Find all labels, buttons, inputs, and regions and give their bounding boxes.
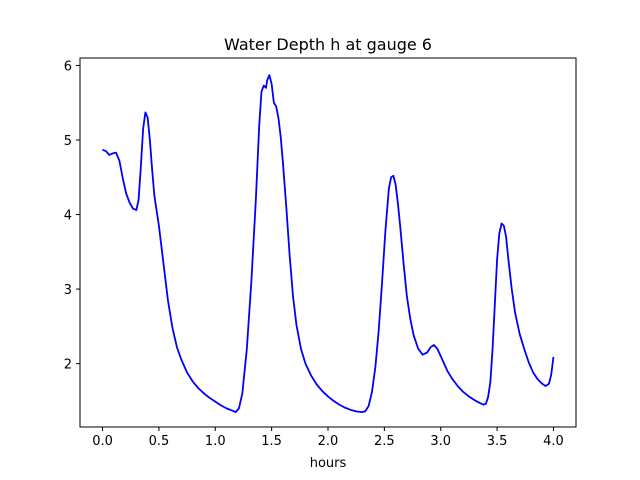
y-tick-label: 3 [64, 283, 72, 298]
x-tick-label: 1.0 [205, 434, 226, 449]
plot-area [102, 74, 555, 413]
x-tick-label: 3.0 [430, 434, 451, 449]
axes-frame [79, 57, 577, 428]
y-tick-label: 4 [64, 209, 72, 224]
chart-title: Water Depth h at gauge 6 [224, 35, 432, 54]
y-tick-label: 5 [64, 134, 72, 149]
x-tick-label: 2.0 [318, 434, 339, 449]
x-tick-label: 4.0 [543, 434, 564, 449]
y-tick-label: 6 [64, 59, 72, 74]
x-tick-label: 0.0 [92, 434, 113, 449]
x-tick-label: 2.5 [374, 434, 395, 449]
x-axis-label: hours [310, 456, 347, 471]
x-tick-label: 0.5 [149, 434, 170, 449]
axis-ticks: 0.0 0.5 1.0 1.5 2.0 2.5 3.0 3.5 4.0 2 3 4 5 6 [64, 59, 564, 449]
x-tick-label: 3.5 [487, 434, 508, 449]
series-line-0 [102, 74, 555, 413]
x-tick-label: 1.5 [261, 434, 282, 449]
y-tick-label: 2 [64, 358, 72, 373]
